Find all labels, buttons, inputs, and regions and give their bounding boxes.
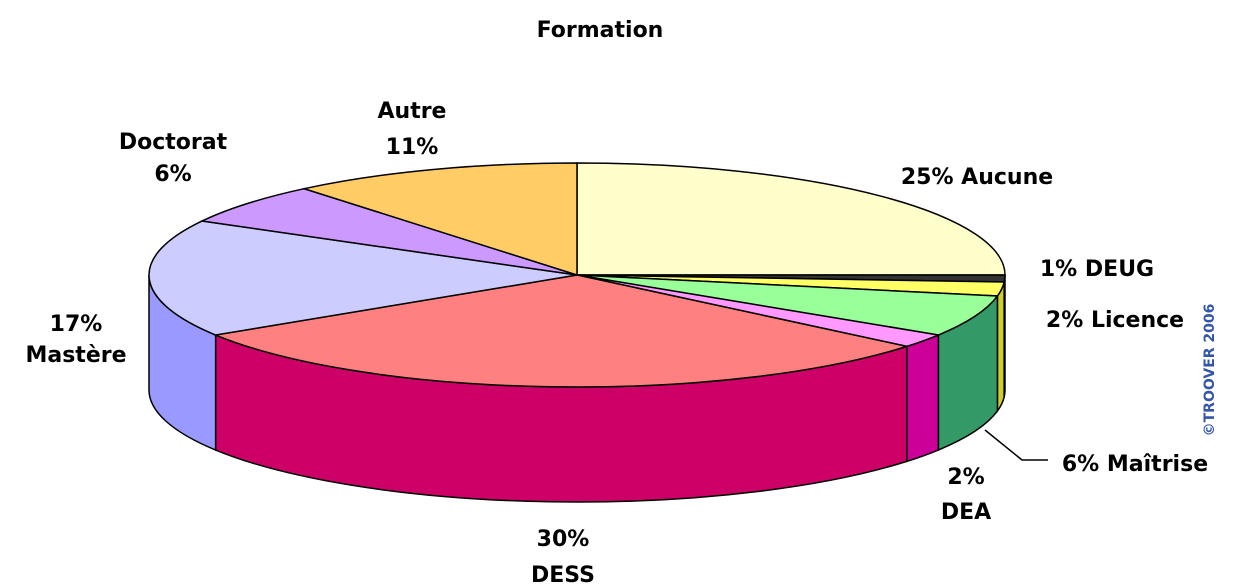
slice	[148, 220, 578, 336]
slice	[212, 274, 910, 388]
label-value: 6%	[154, 162, 191, 187]
sides	[148, 274, 1006, 503]
tops	[148, 162, 1006, 388]
label-value: 25%	[901, 165, 954, 190]
label-name: Doctorat	[119, 130, 228, 155]
slice-side	[906, 333, 940, 463]
label-name: DEUG	[1085, 257, 1154, 282]
label-value: 6%	[1062, 452, 1099, 477]
label-name: Maîtrise	[1107, 452, 1208, 477]
label-name: Licence	[1091, 308, 1184, 333]
label-name: DESS	[531, 563, 595, 588]
watermark: ©TROOVER 2006	[1202, 304, 1218, 437]
slice	[199, 187, 578, 276]
data-label: 2% Licence	[1046, 308, 1184, 333]
slice	[301, 162, 578, 277]
label-value: 11%	[386, 135, 439, 160]
label-name: Aucune	[961, 165, 1053, 190]
label-name: Mastère	[25, 343, 126, 368]
label-name: DEA	[941, 500, 991, 525]
slice	[576, 162, 1006, 276]
slice-side	[996, 281, 1005, 414]
leader-line	[984, 429, 1048, 461]
label-value: 1%	[1040, 257, 1077, 282]
label-value: 30%	[537, 527, 590, 552]
data-label: 25% Aucune	[901, 165, 1053, 190]
data-label: 6% Maîtrise	[1062, 452, 1208, 477]
label-value: 2%	[947, 465, 984, 490]
label-value: 17%	[50, 312, 103, 337]
label-name: Autre	[378, 99, 447, 124]
label-value: 2%	[1046, 308, 1083, 333]
slice	[576, 274, 999, 336]
data-label: 1% DEUG	[1040, 257, 1154, 282]
chart-title: Formation	[537, 18, 664, 43]
